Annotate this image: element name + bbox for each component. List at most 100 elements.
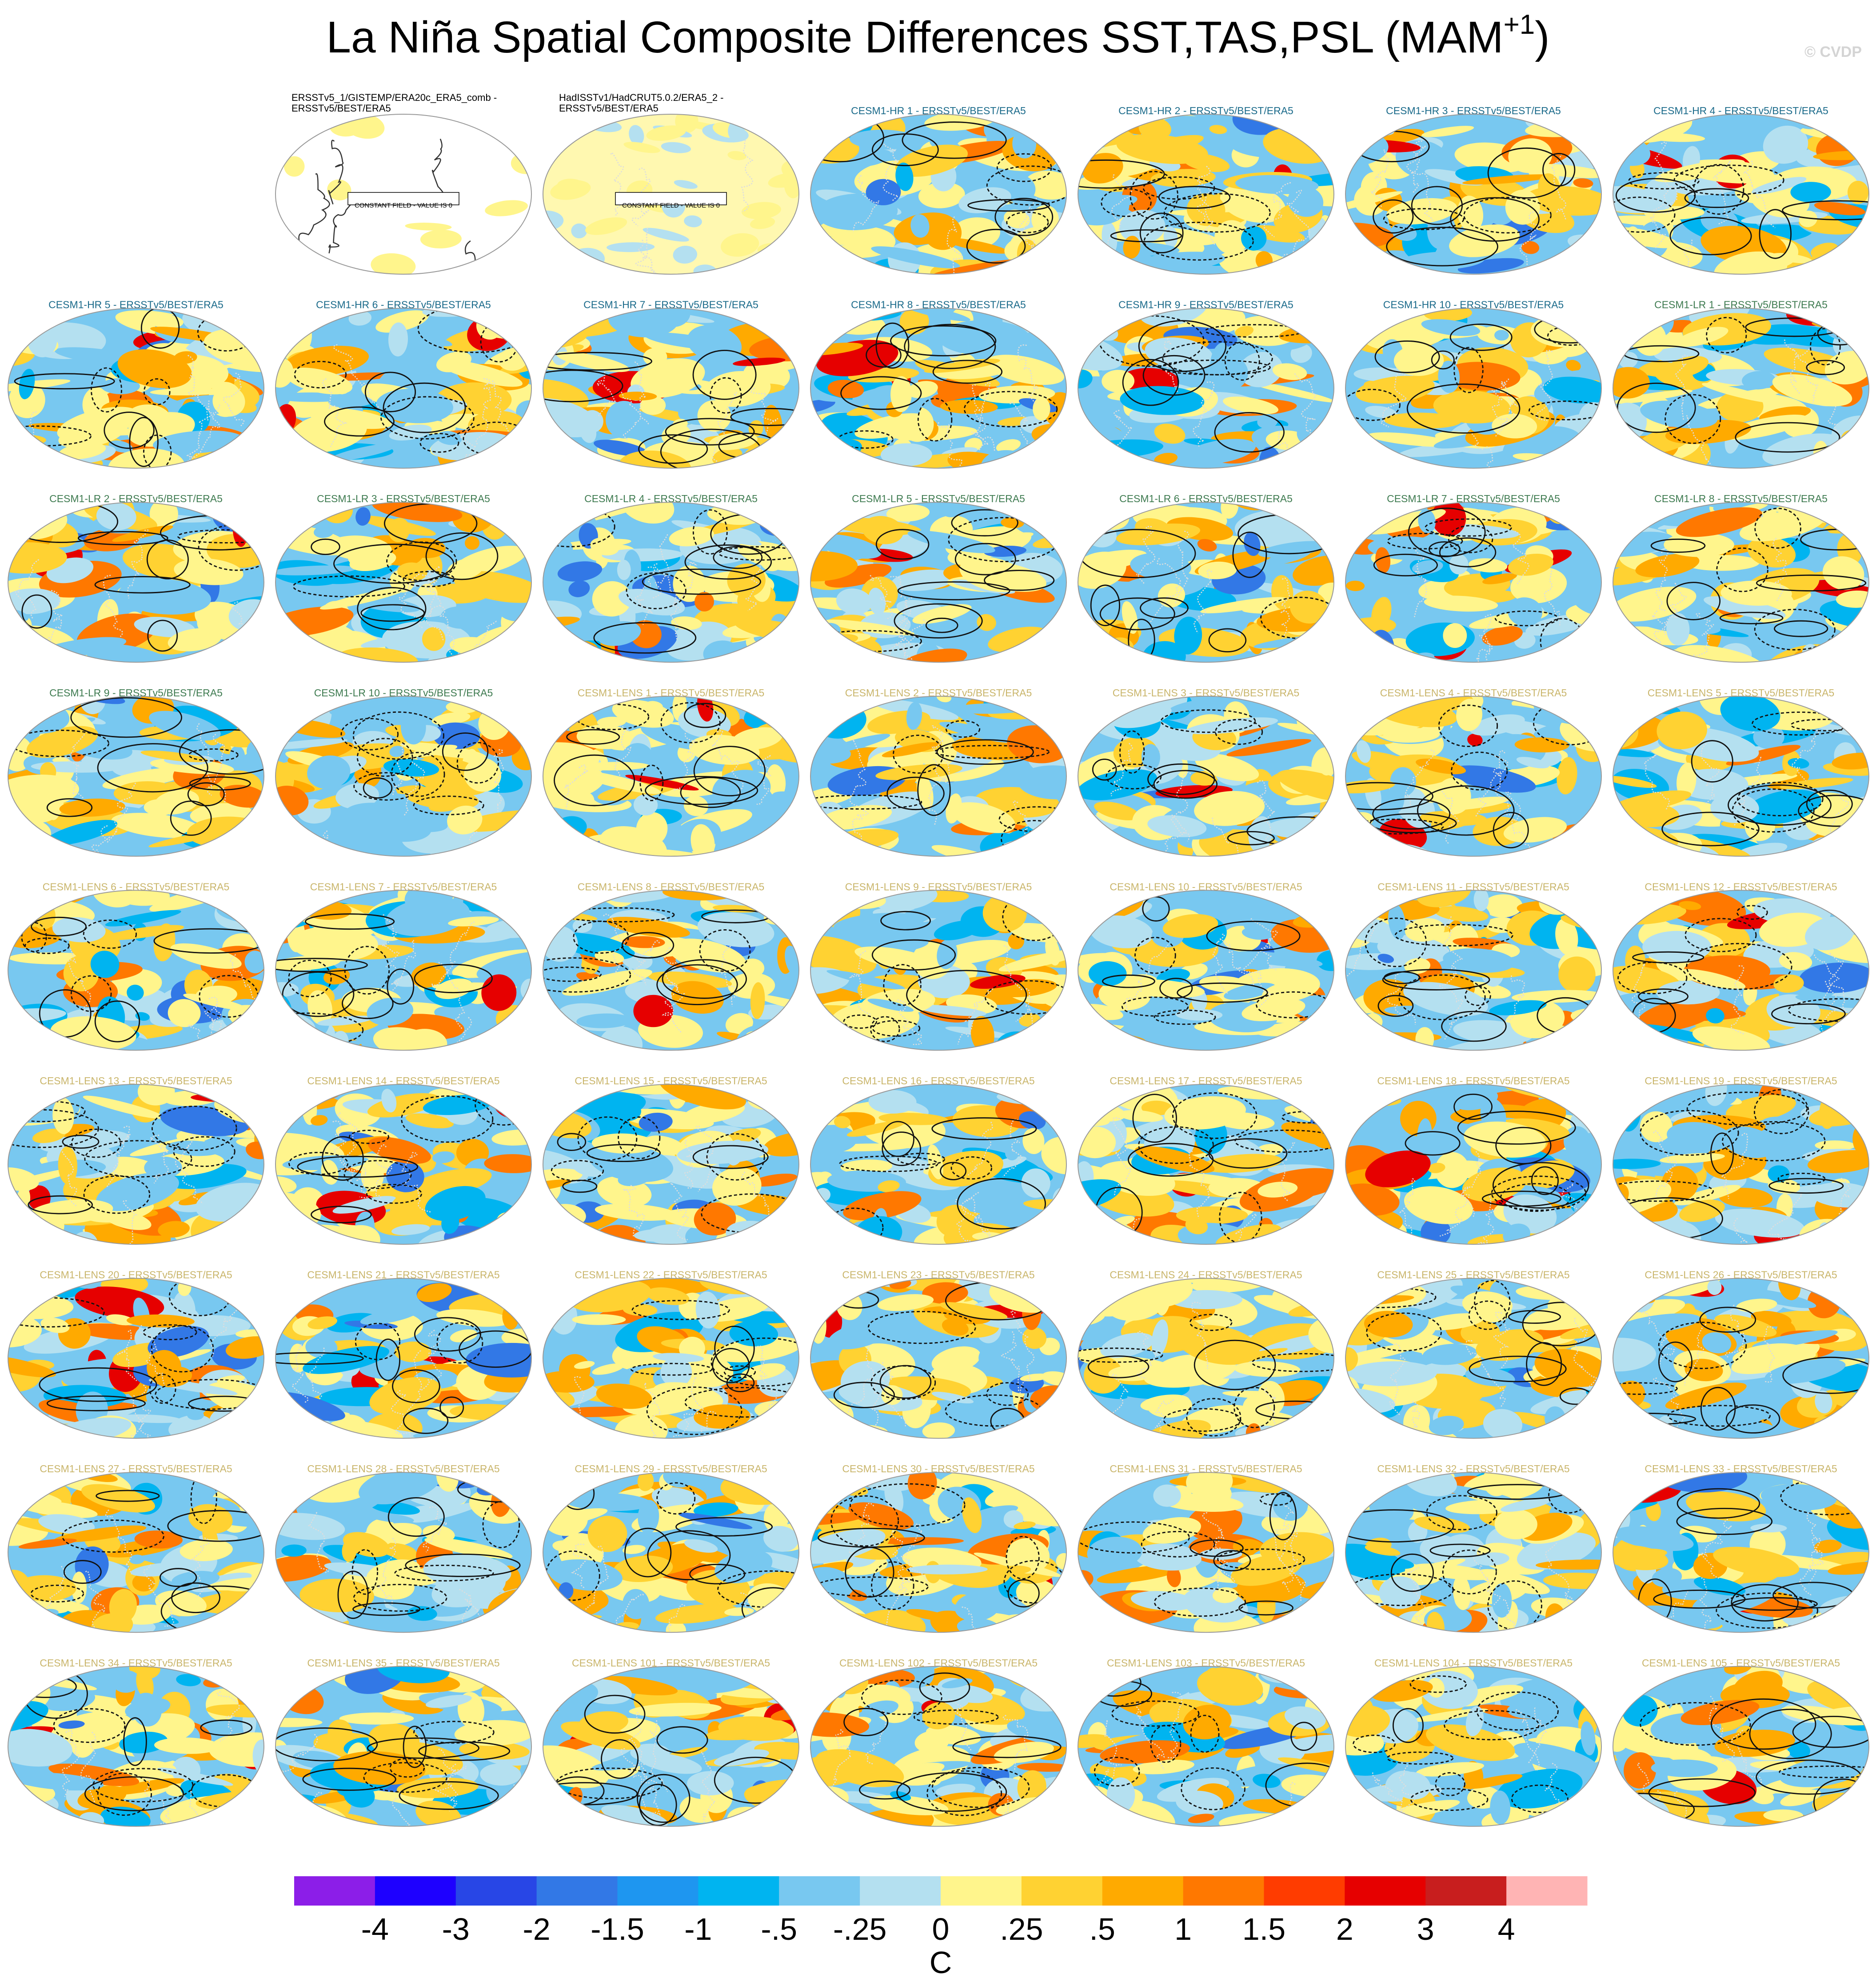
map-anomaly-patch [492, 329, 531, 340]
map-anomaly-patch [951, 802, 1016, 833]
coastline [1385, 973, 1416, 1025]
map-anomaly-patch [813, 123, 841, 134]
map-anomaly-patch [1838, 455, 1866, 468]
coastline [971, 382, 995, 452]
coastline [627, 240, 656, 274]
coastline [883, 1577, 910, 1633]
coastline [1193, 569, 1213, 634]
psl-contour [897, 581, 1010, 600]
map-anomaly-patch [112, 525, 173, 542]
map-outline [1078, 114, 1334, 275]
psl-contour [1732, 1597, 1818, 1611]
map-anomaly-patch [1637, 998, 1718, 1032]
map-panel: CESM1-LENS 13 - ERSSTv5/BEST/ERA5 [8, 1075, 264, 1245]
psl-contour [143, 1324, 197, 1340]
title-main: La Niña Spatial Composite Differences SS… [326, 12, 1503, 62]
map-anomaly-patch [615, 1414, 668, 1439]
map-anomaly-patch [321, 1701, 358, 1716]
psl-contour [143, 434, 172, 468]
coastline [109, 1200, 138, 1244]
map-anomaly-patch [1760, 1484, 1837, 1510]
psl-contour [333, 543, 455, 584]
map-anomaly-patch [290, 1040, 364, 1051]
map-anomaly-patch [1492, 1583, 1512, 1618]
psl-contour [1366, 1312, 1442, 1351]
map-anomaly-patch [1153, 1278, 1238, 1288]
coastline [721, 946, 738, 1007]
psl-contour [351, 1549, 378, 1595]
map-anomaly-patch [480, 1763, 521, 1786]
map-anomaly-patch [149, 502, 178, 528]
psl-contour [352, 711, 444, 760]
psl-contour [551, 1160, 604, 1182]
coastline [91, 825, 111, 856]
map-anomaly-patch [148, 1326, 209, 1358]
map-anomaly-patch [810, 1214, 838, 1227]
map-outline [8, 890, 264, 1051]
psl-contour [1451, 751, 1508, 791]
map-anomaly-patch [134, 616, 196, 638]
coastline [1197, 178, 1215, 245]
map-anomaly-patch [1660, 1153, 1725, 1163]
map-anomaly-patch [332, 1196, 396, 1214]
psl-contour [342, 988, 394, 1019]
map-field [1078, 502, 1334, 663]
map-anomaly-patch [1151, 1319, 1169, 1356]
coastline [711, 730, 744, 794]
map-anomaly-patch [409, 1168, 492, 1198]
coastline [849, 739, 867, 807]
panel-title: ERSSTv5/BEST/ERA5 [559, 103, 659, 114]
psl-contour [1374, 340, 1440, 373]
map-anomaly-patch [1368, 432, 1455, 447]
map-anomaly-patch [168, 999, 201, 1027]
coastline [1017, 344, 1039, 405]
map-anomaly-patch [26, 726, 98, 758]
map-anomaly-patch [1386, 198, 1457, 224]
map-panel: CESM1-HR 4 - ERSSTv5/BEST/ERA5 [1613, 105, 1869, 275]
psl-contour [1090, 584, 1120, 626]
map-anomaly-patch [102, 925, 184, 940]
map-field [275, 1666, 531, 1826]
map-anomaly-patch [590, 537, 619, 555]
coastline [853, 175, 880, 233]
map-anomaly-patch [132, 1693, 162, 1727]
psl-contour [872, 1020, 921, 1037]
coastline [493, 749, 504, 812]
psl-contour [1425, 518, 1512, 537]
coastline [712, 392, 737, 468]
coastline [937, 422, 962, 468]
psl-contour [1394, 924, 1513, 947]
coastline [754, 1345, 778, 1416]
map-anomaly-patch [1417, 1118, 1432, 1153]
map-anomaly-patch [1546, 452, 1588, 468]
map-anomaly-patch [1292, 636, 1334, 663]
coastline [1257, 780, 1275, 841]
map-anomaly-patch [1494, 330, 1509, 341]
map-anomaly-patch [938, 320, 1030, 356]
psl-contour [631, 1300, 730, 1320]
map-anomaly-patch [1119, 210, 1166, 244]
map-anomaly-patch [567, 1814, 597, 1826]
coastline [1010, 1310, 1035, 1394]
map-anomaly-patch [1224, 983, 1276, 1000]
map-anomaly-patch [1849, 424, 1869, 454]
psl-contour [726, 1373, 755, 1392]
map-anomaly-patch [327, 1719, 352, 1745]
map-anomaly-patch [1473, 890, 1489, 911]
map-anomaly-patch [1489, 1000, 1547, 1015]
map-anomaly-patch [311, 1115, 328, 1126]
map-anomaly-patch [1815, 1391, 1832, 1414]
psl-contour [871, 939, 956, 971]
map-anomaly-patch [1100, 1333, 1154, 1358]
map-anomaly-patch [1656, 711, 1707, 749]
map-outline [810, 695, 1067, 857]
coastline [427, 566, 442, 618]
map-anomaly-patch [1301, 1508, 1334, 1525]
map-anomaly-patch [1345, 1121, 1369, 1144]
map-anomaly-patch [333, 1751, 426, 1785]
map-anomaly-patch [1031, 642, 1066, 663]
map-anomaly-patch [907, 1472, 937, 1499]
map-anomaly-patch [810, 890, 850, 910]
map-anomaly-patch [1613, 1044, 1635, 1051]
map-anomaly-patch [726, 1128, 761, 1144]
